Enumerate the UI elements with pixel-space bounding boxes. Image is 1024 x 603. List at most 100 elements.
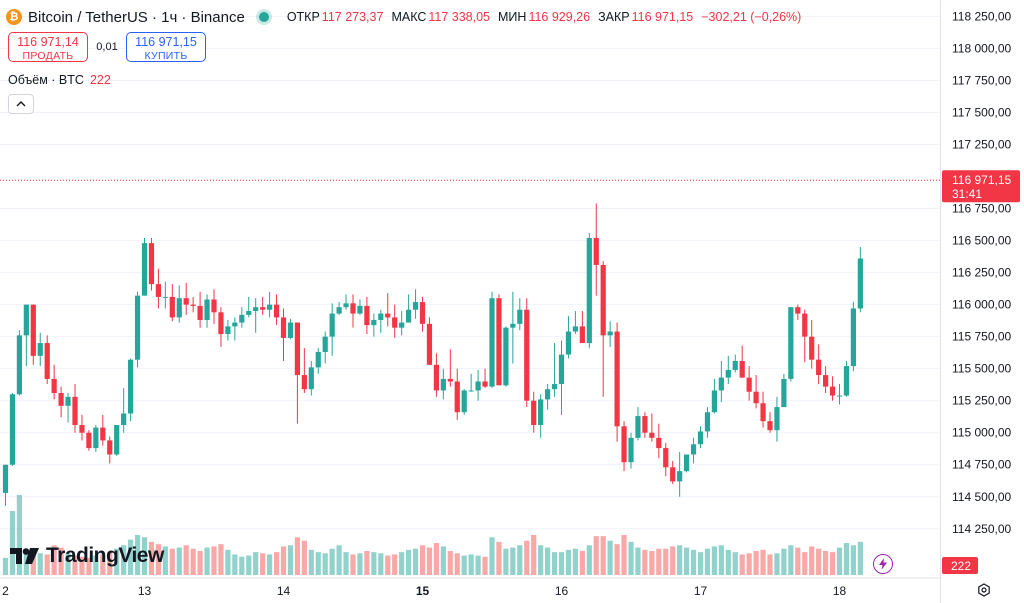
candle[interactable] (732, 354, 738, 373)
candle[interactable] (2, 464, 9, 506)
candle[interactable] (378, 309, 384, 333)
candle[interactable] (690, 437, 697, 464)
candle[interactable] (468, 373, 474, 392)
candle[interactable] (364, 296, 370, 335)
candle[interactable] (412, 289, 419, 319)
market-status-dot-icon[interactable] (258, 12, 269, 22)
candle[interactable] (107, 436, 113, 464)
candle[interactable] (711, 378, 717, 414)
candle[interactable] (753, 375, 759, 409)
candle[interactable] (579, 311, 585, 344)
candle[interactable] (287, 318, 294, 340)
candle[interactable] (86, 430, 92, 451)
candle[interactable] (30, 304, 36, 365)
candle[interactable] (350, 294, 356, 328)
candle[interactable] (301, 348, 307, 394)
candle[interactable] (739, 345, 745, 378)
time-axis[interactable]: 2 13 14 15 16 17 18 (0, 0, 941, 603)
candle[interactable] (781, 373, 787, 408)
candle[interactable] (788, 307, 794, 382)
candle[interactable] (128, 358, 134, 422)
candle[interactable] (260, 296, 266, 315)
candle[interactable] (44, 335, 50, 385)
candle[interactable] (482, 368, 488, 388)
candle[interactable] (795, 304, 801, 320)
candle[interactable] (280, 308, 287, 361)
candle[interactable] (496, 294, 502, 386)
candle[interactable] (141, 238, 148, 296)
candle[interactable] (399, 311, 405, 336)
candle[interactable] (586, 232, 592, 349)
candle[interactable] (558, 340, 565, 415)
candle[interactable] (308, 360, 314, 396)
candle[interactable] (677, 451, 683, 497)
candle[interactable] (545, 384, 551, 410)
candle[interactable] (169, 284, 175, 322)
candle[interactable] (232, 317, 238, 341)
candle[interactable] (385, 293, 391, 327)
candle[interactable] (454, 368, 460, 420)
candle[interactable] (809, 319, 815, 369)
candle[interactable] (406, 294, 412, 323)
candle[interactable] (148, 238, 155, 291)
candle[interactable] (447, 349, 453, 387)
candle[interactable] (718, 360, 724, 402)
candle[interactable] (857, 246, 863, 313)
candle[interactable] (524, 298, 530, 408)
candle[interactable] (246, 296, 252, 318)
candle[interactable] (607, 321, 613, 347)
candle[interactable] (593, 203, 599, 296)
candle[interactable] (336, 302, 342, 315)
candle[interactable] (72, 384, 78, 433)
candle[interactable] (225, 319, 231, 341)
candle[interactable] (475, 369, 481, 401)
candle[interactable] (322, 331, 328, 364)
candle[interactable] (204, 294, 210, 328)
candle[interactable] (343, 294, 349, 310)
candle[interactable] (239, 307, 245, 328)
candle[interactable] (489, 291, 495, 388)
candle[interactable] (850, 302, 856, 372)
candle[interactable] (503, 326, 509, 387)
candle[interactable] (531, 391, 537, 433)
candle[interactable] (635, 407, 641, 441)
candle[interactable] (197, 291, 203, 328)
settings-icon[interactable] (977, 583, 991, 597)
candle[interactable] (100, 414, 106, 446)
candle[interactable] (649, 413, 655, 442)
candle[interactable] (551, 343, 558, 397)
candle[interactable] (114, 425, 120, 456)
candle[interactable] (183, 282, 189, 315)
candle[interactable] (621, 421, 627, 472)
candle[interactable] (357, 299, 363, 315)
symbol-title[interactable]: Bitcoin / TetherUS · 1ч · Binance (28, 8, 245, 26)
candle[interactable] (392, 304, 398, 338)
candle[interactable] (329, 303, 335, 356)
candle[interactable] (816, 344, 822, 385)
candle[interactable] (440, 368, 446, 400)
candle[interactable] (51, 364, 57, 400)
candle[interactable] (829, 376, 836, 401)
candle[interactable] (767, 412, 773, 433)
candle[interactable] (134, 291, 141, 368)
candle[interactable] (697, 426, 704, 449)
candle[interactable] (211, 289, 217, 324)
candle[interactable] (267, 291, 273, 318)
candle[interactable] (16, 330, 22, 396)
candle[interactable] (58, 386, 64, 418)
candle[interactable] (510, 291, 516, 364)
candle[interactable] (79, 414, 85, 441)
tradingview-logo[interactable]: TradingView (10, 544, 164, 568)
candle[interactable] (565, 316, 572, 359)
candle[interactable] (843, 360, 850, 397)
sell-button[interactable]: 116 971,14 ПРОДАТЬ (8, 32, 88, 62)
candle[interactable] (628, 432, 634, 469)
candle[interactable] (37, 332, 43, 367)
candle[interactable] (23, 304, 29, 367)
candle[interactable] (461, 389, 467, 415)
candle[interactable] (614, 322, 620, 442)
candle[interactable] (538, 394, 544, 438)
candle[interactable] (218, 307, 224, 347)
candle[interactable] (704, 407, 711, 438)
